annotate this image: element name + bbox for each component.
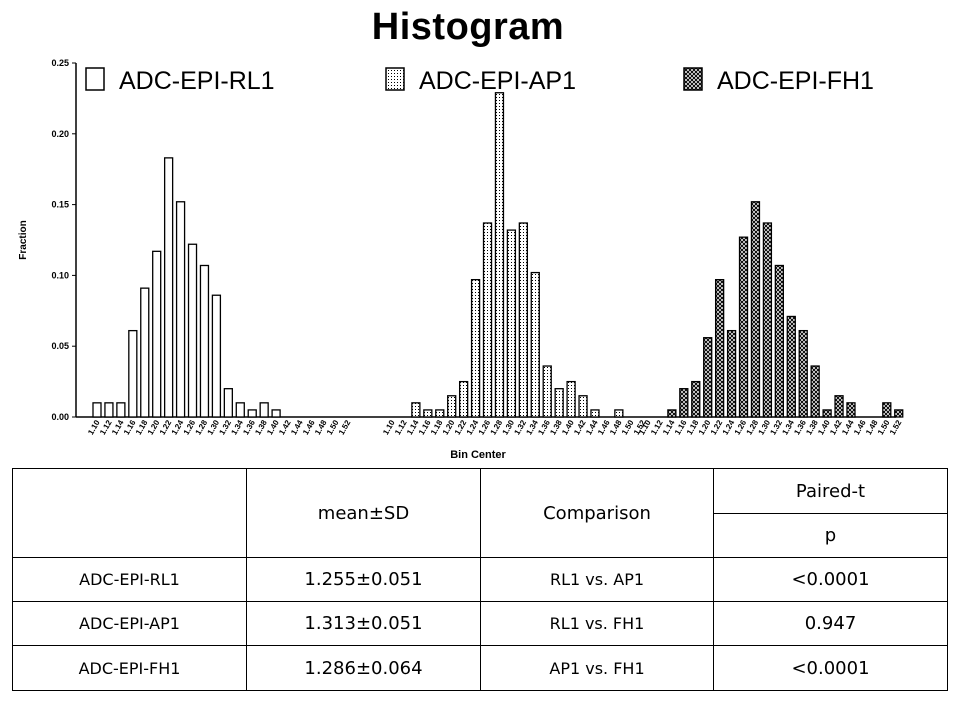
bar (786, 315, 796, 418)
bar (458, 380, 469, 418)
y-axis-label: Fraction (18, 220, 29, 259)
bar (235, 402, 245, 418)
bar (578, 395, 588, 418)
legend-label: ADC-EPI-FH1 (717, 67, 874, 95)
bar (554, 388, 564, 418)
bar (447, 395, 457, 418)
table-row: ADC-EPI-AP1 1.313±0.051 RL1 vs. FH1 0.94… (12, 601, 948, 646)
bar (750, 201, 761, 418)
bar (128, 329, 138, 418)
bar (542, 365, 552, 418)
bar (590, 409, 600, 418)
header-comparison: Comparison (480, 468, 714, 558)
row-mean-sd: 1.255±0.051 (246, 557, 481, 602)
bar (846, 402, 856, 418)
bar (894, 409, 904, 418)
bar (271, 409, 281, 418)
header-paired-t: Paired-t (713, 468, 948, 514)
bar (423, 409, 433, 418)
bar (223, 388, 233, 418)
bar (92, 402, 102, 418)
bar (882, 402, 892, 418)
row-comparison: RL1 vs. FH1 (480, 601, 714, 646)
bar (726, 329, 737, 418)
bar (614, 409, 624, 418)
row-mean-sd: 1.313±0.051 (246, 601, 481, 646)
bar (187, 243, 198, 418)
bar (774, 264, 784, 418)
bar (822, 409, 832, 418)
row-p-value: <0.0001 (713, 557, 948, 602)
bar (714, 278, 725, 418)
bar (834, 395, 844, 418)
bar (152, 250, 162, 418)
legend-label: ADC-EPI-RL1 (119, 67, 275, 95)
header-mean-sd: mean±SD (246, 468, 481, 558)
x-tick-label: 1.52 (337, 418, 353, 436)
bar (566, 380, 576, 418)
row-name: ADC-EPI-AP1 (12, 601, 247, 646)
header-p: p (713, 513, 948, 558)
table-row: ADC-EPI-FH1 1.286±0.064 AP1 vs. FH1 <0.0… (12, 645, 948, 691)
y-tick-label: 0.20 (51, 129, 69, 139)
bar (506, 229, 517, 418)
y-tick-label: 0.25 (51, 58, 69, 68)
bar (116, 402, 126, 418)
table-row: ADC-EPI-RL1 1.255±0.051 RL1 vs. AP1 <0.0… (12, 557, 948, 602)
bar (738, 236, 749, 418)
bar (679, 388, 689, 418)
bar (175, 201, 186, 418)
histogram-chart: 0.000.050.100.150.200.25Fraction1.101.12… (18, 58, 904, 461)
bar (691, 380, 701, 418)
row-comparison: RL1 vs. AP1 (480, 557, 714, 602)
bar (140, 287, 150, 418)
legend-swatch (85, 67, 105, 91)
bar (518, 222, 528, 418)
x-tick-label: 1.52 (888, 418, 904, 436)
bar (703, 337, 713, 418)
y-tick-label: 0.05 (51, 341, 69, 351)
bar (470, 278, 481, 418)
y-tick-label: 0.10 (51, 270, 69, 280)
bar (259, 402, 269, 418)
bar (810, 365, 820, 418)
legend-label: ADC-EPI-AP1 (419, 67, 576, 95)
results-table: mean±SD Comparison Paired-t p ADC-EPI-RL… (12, 468, 948, 691)
bar (798, 329, 808, 418)
corner-cell (12, 468, 247, 558)
legend-swatch (385, 67, 405, 91)
bar (211, 294, 222, 418)
row-name: ADC-EPI-FH1 (12, 645, 247, 691)
y-tick-label: 0.00 (51, 412, 69, 422)
chart-title: Histogram (371, 6, 565, 48)
row-name: ADC-EPI-RL1 (12, 557, 247, 602)
bar (199, 264, 210, 418)
bar (104, 402, 114, 418)
bar (667, 409, 677, 418)
bar (435, 409, 445, 418)
y-tick-label: 0.15 (51, 200, 69, 210)
bar (247, 409, 257, 418)
bar (482, 222, 493, 418)
bar (530, 271, 540, 418)
legend-swatch (683, 67, 703, 91)
bar (494, 92, 505, 418)
x-axis-label: Bin Center (450, 449, 506, 461)
row-p-value: 0.947 (713, 601, 948, 646)
row-comparison: AP1 vs. FH1 (480, 645, 714, 691)
bar (411, 402, 421, 418)
row-mean-sd: 1.286±0.064 (246, 645, 481, 691)
bar (163, 157, 174, 418)
bar (762, 222, 773, 418)
row-p-value: <0.0001 (713, 645, 948, 691)
